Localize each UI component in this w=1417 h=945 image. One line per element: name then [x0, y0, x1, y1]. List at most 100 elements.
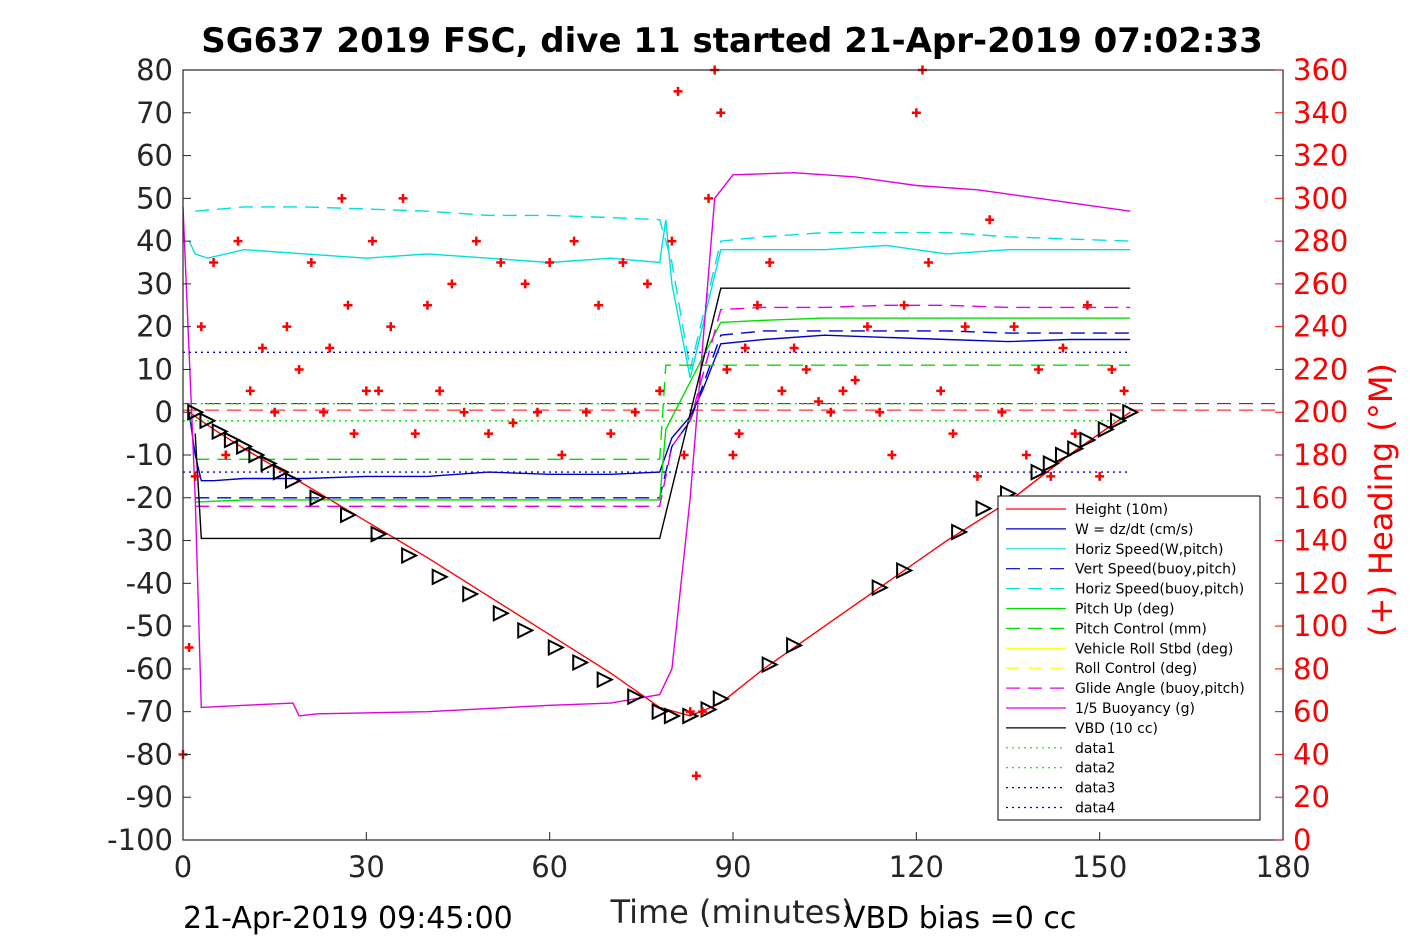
- y-right-tick-label-10: 160: [1293, 481, 1348, 515]
- heading-marker-24: [422, 300, 432, 310]
- heading-marker-19: [367, 236, 377, 246]
- heading-marker-7: [245, 386, 255, 396]
- y-tick-label-7: 10: [136, 352, 173, 386]
- heading-marker-47: [685, 707, 695, 717]
- heading-marker-73: [936, 386, 946, 396]
- profile-marker-12: [401, 546, 419, 565]
- heading-marker-66: [862, 322, 872, 332]
- y-tick-label-8: 0: [155, 395, 173, 429]
- y-right-tick-label-9: 180: [1293, 438, 1348, 472]
- heading-marker-8: [257, 343, 267, 353]
- heading-marker-44: [667, 236, 677, 246]
- heading-marker-40: [618, 258, 628, 267]
- heading-marker-2: [190, 471, 200, 481]
- y-tick-label-6: 20: [136, 310, 173, 344]
- heading-marker-23: [410, 429, 420, 439]
- heading-marker-35: [557, 450, 567, 460]
- heading-marker-29: [484, 429, 494, 439]
- plot-area: [178, 65, 1284, 841]
- heading-marker-37: [581, 407, 591, 417]
- profile-marker-28: [871, 578, 889, 597]
- heading-marker-72: [924, 258, 934, 267]
- heading-marker-22: [398, 193, 408, 203]
- profile-marker-31: [975, 499, 993, 518]
- heading-marker-39: [606, 429, 616, 439]
- y-tick-label-10: -20: [126, 481, 173, 515]
- heading-marker-45: [673, 86, 683, 96]
- profile-marker-25: [712, 690, 731, 708]
- y-right-tick-label-15: 60: [1293, 695, 1330, 729]
- profile-marker-5: [248, 446, 266, 464]
- y-right-tick-label-8: 200: [1293, 395, 1348, 429]
- legend-label-11: VBD (10 cc): [1075, 721, 1158, 737]
- legend-label-12: data1: [1075, 741, 1115, 757]
- heading-marker-61: [801, 364, 811, 374]
- heading-marker-50: [704, 193, 714, 203]
- heading-marker-63: [826, 407, 836, 417]
- y-tick-label-13: -50: [126, 609, 173, 643]
- y-right-tick-label-2: 320: [1293, 139, 1348, 173]
- y-right-tick-label-18: 0: [1293, 823, 1311, 857]
- y-tick-label-16: -80: [126, 737, 173, 771]
- heading-marker-27: [459, 407, 469, 417]
- profile-marker-36: [1067, 439, 1085, 458]
- x-tick-label-6: 180: [1255, 850, 1310, 884]
- x-axis-label: Time (minutes): [610, 893, 854, 931]
- y-right-tick-label-0: 360: [1293, 53, 1348, 87]
- profile-marker-14: [462, 585, 480, 603]
- legend-label-4: Horiz Speed(buoy,pitch): [1075, 582, 1244, 598]
- heading-marker-3: [196, 322, 206, 332]
- heading-marker-80: [1021, 450, 1031, 460]
- x-axis-ticks: 0 30 60 90 120 150 180: [174, 832, 1311, 884]
- profile-marker-20: [627, 688, 645, 706]
- profile-marker-13: [431, 568, 449, 586]
- legend-label-8: Roll Control (deg): [1075, 661, 1197, 677]
- heading-marker-36: [569, 236, 579, 246]
- heading-marker-5: [221, 450, 231, 460]
- legend-label-15: data4: [1075, 801, 1116, 817]
- heading-marker-59: [777, 386, 787, 396]
- heading-marker-57: [752, 300, 762, 310]
- heading-marker-68: [887, 450, 897, 460]
- left-axis-ticks: 80 70 60 50 40 30 20 10 0 -10 -20 -30 -40 -50 -60 -70 -8…: [107, 53, 191, 857]
- y-tick-label-14: -60: [126, 652, 173, 686]
- heading-marker-20: [374, 386, 384, 396]
- legend-label-2: Horiz Speed(W,pitch): [1075, 542, 1223, 558]
- heading-marker-79: [1009, 322, 1019, 332]
- series-line-pitch-control-mm-: [195, 364, 1131, 460]
- heading-marker-46: [679, 450, 689, 460]
- y-right-tick-label-7: 220: [1293, 352, 1348, 386]
- y-tick-label-12: -40: [126, 566, 173, 600]
- heading-marker-83: [1058, 343, 1068, 353]
- profile-marker-30: [951, 523, 969, 541]
- legend-label-3: Vert Speed(buoy,pitch): [1075, 562, 1237, 578]
- legend-box: [997, 495, 1261, 821]
- heading-marker-6: [233, 236, 243, 246]
- y-tick-label-0: 80: [136, 53, 173, 87]
- heading-marker-49: [697, 707, 707, 717]
- series-line-vert-speed-buoy-pitch-: [195, 330, 1131, 499]
- heading-marker-48: [691, 771, 701, 781]
- y-right-tick-label-4: 280: [1293, 224, 1348, 258]
- y-right-tick-label-1: 340: [1293, 96, 1348, 130]
- heading-marker-31: [508, 418, 518, 428]
- y-tick-label-2: 60: [136, 139, 173, 173]
- profile-marker-18: [572, 653, 590, 672]
- right-axis-ticks: 3603403203002802602402202001801601401201…: [1275, 53, 1348, 857]
- footer-timestamp: 21-Apr-2019 09:45:00: [183, 901, 513, 936]
- heading-marker-81: [1034, 364, 1044, 374]
- heading-marker-42: [642, 279, 652, 289]
- footer-vbd-bias: VBD bias =0 cc: [845, 901, 1076, 936]
- legend-label-13: data2: [1075, 761, 1115, 777]
- legend-label-14: data3: [1075, 781, 1115, 797]
- y-right-tick-label-11: 140: [1293, 524, 1348, 558]
- heading-marker-85: [1082, 300, 1092, 310]
- legend-label-0: Height (10m): [1075, 502, 1168, 518]
- profile-marker-27: [786, 636, 804, 654]
- profile-marker-19: [596, 670, 614, 689]
- x-tick-label-1: 30: [348, 850, 385, 884]
- heading-marker-11: [294, 364, 304, 374]
- profile-marker-17: [547, 638, 566, 657]
- heading-marker-32: [520, 279, 530, 289]
- profile-marker-29: [896, 561, 914, 580]
